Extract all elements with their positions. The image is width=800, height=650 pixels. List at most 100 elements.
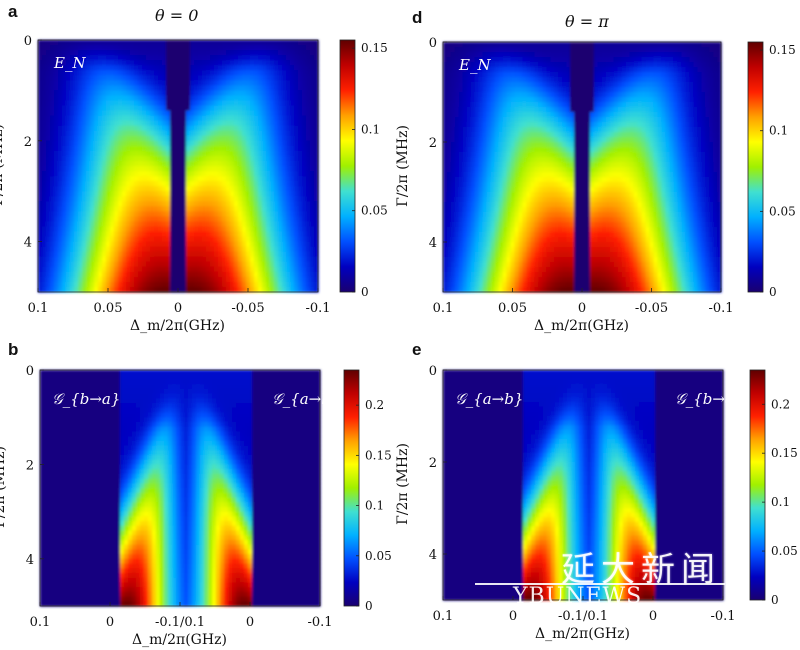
heatmap-cell: [637, 47, 643, 53]
heatmap-cell: [154, 251, 159, 258]
heatmap-cell: [454, 42, 460, 48]
heatmap-cell: [118, 171, 123, 177]
heatmap-cell: [458, 57, 464, 63]
heatmap-cell: [310, 226, 315, 233]
heatmap-cell: [178, 80, 183, 86]
heatmap-cell: [238, 171, 243, 177]
heatmap-cell: [46, 60, 51, 66]
heatmap-cell: [282, 100, 287, 107]
heatmap-cell: [566, 52, 571, 58]
heatmap-cell: [454, 67, 460, 73]
heatmap-cell: [589, 52, 595, 58]
heatmap-cell: [697, 82, 702, 88]
heatmap-cell: [302, 95, 307, 102]
heatmap-cell: [526, 42, 531, 48]
heatmap-cell: [669, 127, 674, 133]
heatmap-cell: [286, 120, 291, 127]
heatmap-cell: [250, 45, 255, 51]
heatmap-cell: [178, 206, 183, 212]
heatmap-cell: [158, 186, 163, 192]
heatmap-cell: [50, 236, 55, 243]
heatmap-cell: [705, 67, 710, 73]
heatmap-cell: [490, 67, 496, 73]
heatmap-cell: [210, 115, 215, 122]
heatmap-cell: [62, 216, 67, 223]
heatmap-cell: [218, 211, 223, 217]
heatmap-cell: [150, 251, 155, 258]
heatmap-cell: [677, 122, 682, 128]
heatmap-cell: [134, 276, 139, 283]
heatmap-cell: [246, 281, 251, 288]
heatmap-cell: [546, 77, 551, 83]
heatmap-cell: [202, 125, 207, 132]
heatmap-cell: [673, 102, 678, 108]
heatmap-cell: [78, 110, 83, 117]
heatmap-cell: [102, 155, 107, 162]
heatmap-cell: [609, 117, 615, 123]
heatmap-cell: [130, 120, 135, 127]
heatmap-cell: [70, 95, 75, 102]
heatmap-cell: [206, 45, 211, 51]
heatmap-cell: [697, 62, 702, 68]
heatmap-cell: [218, 95, 223, 102]
heatmap-cell: [50, 196, 55, 202]
heatmap-cell: [582, 137, 587, 143]
heatmap-cell: [302, 80, 307, 86]
heatmap-cell: [102, 186, 107, 192]
heatmap-cell: [238, 120, 243, 127]
heatmap-cell: [230, 286, 235, 293]
heatmap-cell: [314, 130, 319, 137]
heatmap-cell: [222, 135, 227, 142]
heatmap-cell: [54, 155, 59, 162]
heatmap-cell: [246, 90, 251, 97]
heatmap-cell: [110, 115, 115, 122]
heatmap-cell: [190, 261, 195, 268]
heatmap-cell: [150, 201, 155, 207]
heatmap-cell: [546, 57, 551, 63]
heatmap-cell: [705, 122, 710, 128]
heatmap-cell: [250, 266, 255, 273]
heatmap-cell: [78, 90, 83, 97]
heatmap-cell: [713, 57, 718, 63]
heatmap-cell: [58, 286, 63, 293]
heatmap-cell: [462, 67, 468, 73]
heatmap-cell: [593, 62, 599, 68]
heatmap-cell: [270, 55, 275, 61]
heatmap-cell: [54, 181, 59, 187]
heatmap-cell: [178, 145, 183, 152]
heatmap-cell: [218, 181, 223, 187]
heatmap-cell: [90, 271, 95, 278]
heatmap-cell: [130, 45, 135, 51]
heatmap-cell: [713, 122, 718, 128]
heatmap-cell: [454, 142, 460, 148]
heatmap-cell: [290, 95, 295, 102]
heatmap-cell: [70, 276, 75, 283]
heatmap-cell: [661, 132, 666, 138]
x-tick-label: 0.05: [94, 301, 123, 316]
heatmap-cell: [74, 176, 79, 182]
heatmap-cell: [158, 256, 163, 263]
heatmap-cell: [102, 100, 107, 107]
heatmap-cell: [454, 117, 460, 123]
heatmap-cell: [210, 281, 215, 288]
heatmap-cell: [238, 276, 243, 283]
heatmap-cell: [218, 191, 223, 197]
heatmap-cell: [78, 211, 83, 217]
heatmap-cell: [278, 110, 283, 117]
heatmap-cell: [250, 261, 255, 268]
heatmap-cell: [278, 145, 283, 152]
heatmap-cell: [202, 266, 207, 273]
heatmap-cell: [510, 137, 516, 143]
heatmap-cell: [222, 191, 227, 197]
heatmap-cell: [278, 216, 283, 223]
heatmap-cell: [202, 181, 207, 187]
heatmap-cell: [450, 122, 456, 128]
heatmap-cell: [310, 75, 315, 81]
heatmap-cell: [102, 145, 107, 152]
heatmap-cell: [262, 256, 267, 263]
heatmap-cell: [122, 80, 127, 86]
heatmap-cell: [566, 62, 571, 68]
heatmap-cell: [66, 276, 71, 283]
heatmap-cell: [122, 155, 127, 162]
heatmap-cell: [250, 196, 255, 202]
